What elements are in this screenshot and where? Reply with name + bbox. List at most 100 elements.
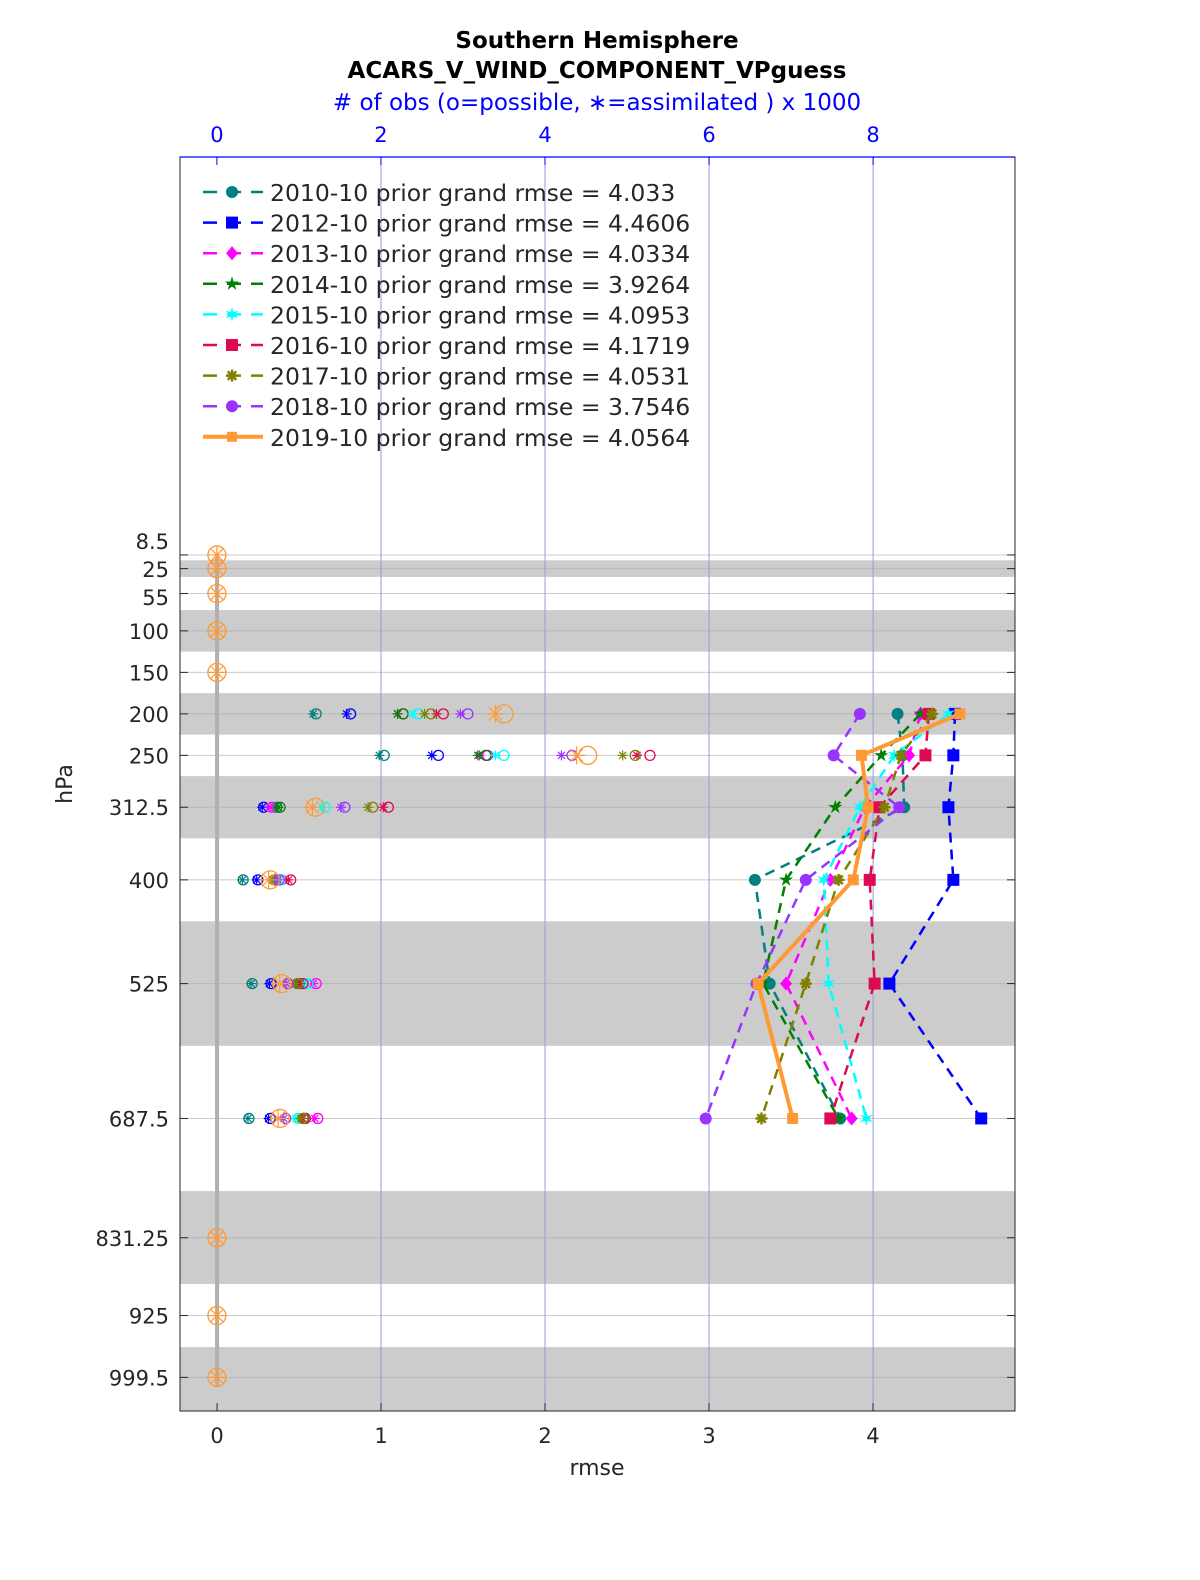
obs-possible-marker [629,749,641,762]
data-point-asterisk [799,977,812,990]
series-line [829,713,930,1119]
data-point-circle [763,977,776,990]
asterisk-stroke [210,586,224,601]
legend-item: 2013-10 prior grand rmse = 4.0334 [203,240,690,268]
obs-assimilated-marker [556,750,567,761]
data-point-square [947,873,960,886]
asterisk-stroke [210,1230,224,1245]
y-tick-label: 25 [142,558,169,582]
legend-item: 2012-10 prior grand rmse = 4.4606 [203,210,690,238]
obs-possible-marker [644,749,656,762]
y-tick-label: 831.25 [96,1227,169,1251]
obs-assimilated-marker [246,978,257,989]
asterisk-stroke [756,1113,767,1124]
data-point-square [919,749,932,762]
legend-item: 2018-10 prior grand rmse = 3.7546 [203,393,690,421]
asterisk-stroke [305,800,320,815]
top-x-tick-label: 8 [866,123,879,147]
asterisk-stroke [926,708,938,719]
asterisk-stroke [375,751,384,760]
top-x-tick-label: 6 [702,123,715,147]
legend-label: 2012-10 prior grand rmse = 4.4606 [270,210,690,238]
obs-assimilated-marker [486,704,505,723]
asterisk-stroke [226,370,238,381]
data-point-asterisk [226,369,238,382]
data-point-circle [827,749,840,762]
asterisk-stroke [296,1114,305,1123]
asterisk-stroke [266,803,275,812]
data-point-hexagram [822,976,836,992]
asterisk-stroke [243,1114,252,1123]
y-tick-label: 55 [142,586,169,610]
obs-assimilated-marker [490,750,501,761]
data-point-circle [799,873,812,886]
data-point-hexagram [941,706,955,722]
y-tick-label: 925 [129,1305,169,1329]
chart-title: Southern Hemisphere [455,28,738,54]
legend-label: 2019-10 prior grand rmse = 4.0564 [270,424,690,452]
asterisk-stroke [238,875,247,884]
obs-assimilated-marker [207,559,226,578]
asterisk-stroke [272,976,287,991]
data-point-diamond [903,748,916,763]
x-axis-label: rmse [569,1456,624,1481]
asterisk-stroke [210,561,224,576]
obs-assimilated-marker [392,708,403,719]
asterisk-stroke [491,751,500,760]
asterisk-stroke [895,750,906,761]
asterisk-stroke [210,665,224,680]
legend-item: 2010-10 prior grand rmse = 4.033 [203,179,675,207]
asterisk-stroke [210,1308,224,1323]
data-point-square [227,431,237,442]
data-point-square [856,749,868,761]
data-point-diamond [780,976,793,991]
asterisk-stroke [393,709,402,718]
obs-assimilated-marker [207,1368,226,1387]
obs-assimilated-marker [207,663,226,682]
asterisk-stroke [473,751,482,760]
data-point-square [862,801,874,813]
chart-subtitle: ACARS_V_WIND_COMPONENT_VPguess [348,58,847,84]
data-point-square [847,874,859,886]
asterisk-stroke [557,751,566,760]
data-point-square [787,1112,799,1124]
y-axis-label: hPa [53,764,78,804]
series-line [755,712,961,1119]
legend-label: 2013-10 prior grand rmse = 4.0334 [270,240,690,268]
top-x-tick-label: 2 [374,123,387,147]
asterisk-stroke [296,979,305,988]
data-point-asterisk [926,707,939,720]
x-tick-label: 3 [702,1424,715,1448]
data-point-square [752,978,764,990]
top-x-tick-label: 0 [210,123,223,147]
obs-assimilated-marker [270,974,289,993]
obs-assimilated-marker [237,874,248,885]
x-tick-label: 0 [210,1424,223,1448]
legend-label: 2016-10 prior grand rmse = 4.1719 [270,332,690,360]
top-x-tick-label: 4 [538,123,551,147]
legend-label: 2010-10 prior grand rmse = 4.033 [270,179,675,207]
asterisk-stroke [342,709,351,718]
series-line [760,713,934,1119]
data-point-circle [226,186,238,198]
data-point-pentagram [913,706,928,720]
obs-assimilated-marker [207,1228,226,1247]
legend-item: 2019-10 prior grand rmse = 4.0564 [203,424,690,452]
layer-band [180,1347,1015,1411]
obs-assimilated-marker [363,802,374,813]
obs-assimilated-marker [273,802,284,813]
data-point-square [947,749,960,762]
obs-assimilated-marker [617,750,628,761]
asterisk-stroke [408,709,417,718]
obs-assimilated-marker [242,1113,253,1124]
obs-assimilated-marker [265,802,276,813]
legend-label: 2014-10 prior grand rmse = 3.9264 [270,271,690,299]
asterisk-stroke [427,751,436,760]
data-point-hexagram [853,799,867,815]
data-point-asterisk [894,749,907,762]
obs-assimilated-marker [407,708,418,719]
y-tick-label: 525 [129,973,169,997]
asterisk-stroke [274,803,283,812]
obs-assimilated-marker [308,708,319,719]
